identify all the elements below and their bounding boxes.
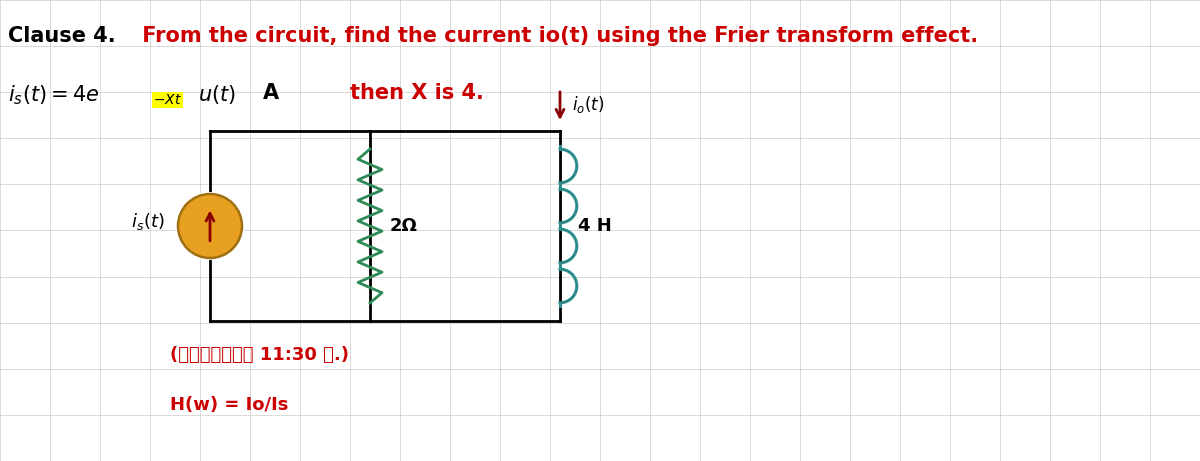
- Text: $i_s(t)$: $i_s(t)$: [132, 211, 166, 231]
- Text: 2Ω: 2Ω: [390, 217, 418, 235]
- Text: H(w) = Io/Is: H(w) = Io/Is: [170, 396, 288, 414]
- Text: 4 H: 4 H: [578, 217, 612, 235]
- Text: $u(t)$: $u(t)$: [198, 83, 236, 106]
- Text: then X is 4.: then X is 4.: [350, 83, 484, 103]
- Text: $i_s(t) = 4e$: $i_s(t) = 4e$: [8, 83, 100, 106]
- Text: $i_o(t)$: $i_o(t)$: [572, 94, 605, 114]
- Text: $-Xt$: $-Xt$: [154, 93, 182, 107]
- Text: $\mathbf{A}$: $\mathbf{A}$: [262, 83, 280, 103]
- Text: Clause 4.: Clause 4.: [8, 26, 115, 46]
- Circle shape: [178, 194, 242, 258]
- Circle shape: [176, 192, 244, 260]
- Text: From the circuit, find the current io(t) using the Frier transform effect.: From the circuit, find the current io(t)…: [134, 26, 978, 46]
- Text: (หมดเวลา 11:30 น.): (หมดเวลา 11:30 น.): [170, 346, 349, 364]
